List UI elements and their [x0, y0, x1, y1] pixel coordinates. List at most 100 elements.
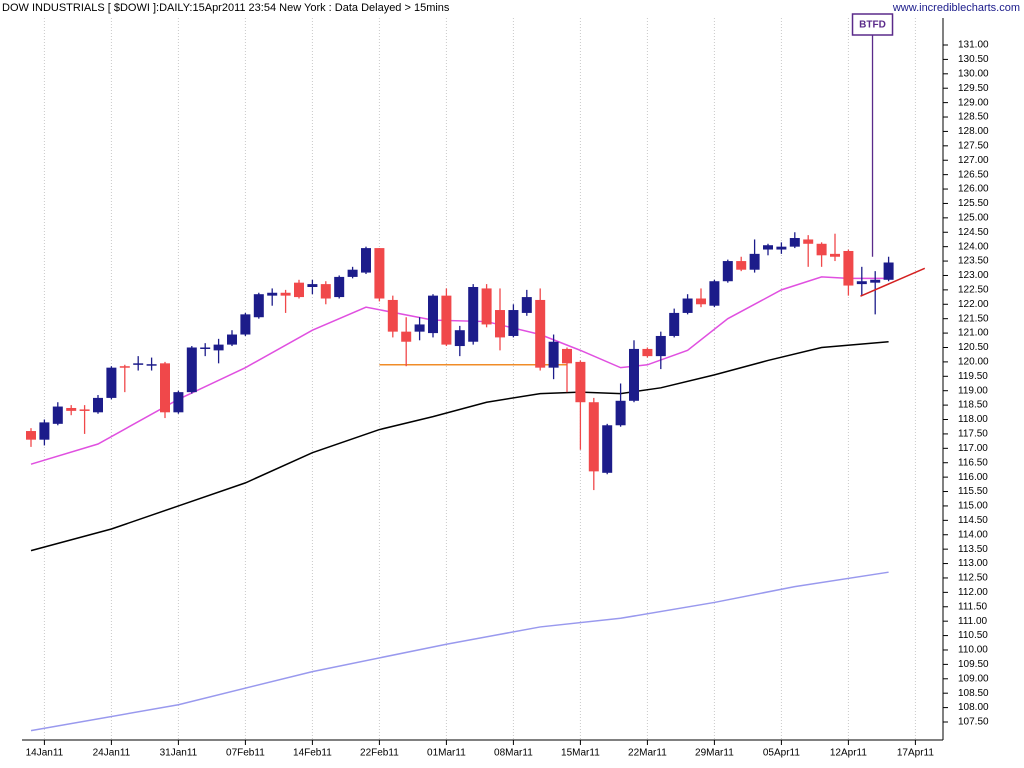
x-tick-label: 22Feb11 [360, 748, 399, 759]
candle-body [347, 269, 358, 277]
y-tick-label: 107.50 [958, 717, 989, 728]
y-tick-label: 110.00 [958, 645, 988, 656]
moving-average [30, 276, 889, 465]
y-tick-label: 120.00 [958, 357, 989, 368]
candle-body [682, 298, 693, 313]
candle-body [588, 402, 599, 472]
y-tick-label: 124.00 [958, 241, 989, 252]
x-tick-label: 08Mar11 [494, 748, 533, 759]
candle-body [843, 250, 854, 286]
y-tick-label: 121.50 [958, 313, 989, 324]
candle-body [79, 409, 90, 411]
candle-body [709, 281, 720, 306]
y-tick-label: 130.50 [958, 54, 989, 65]
candle-body [334, 276, 345, 298]
candle-body [696, 298, 706, 305]
y-tick-label: 130.00 [958, 68, 989, 79]
y-tick-label: 119.50 [958, 371, 988, 382]
callout-box [851, 13, 894, 36]
candle-body [213, 344, 224, 351]
candle-body [816, 243, 827, 256]
candle-body [521, 297, 532, 313]
y-tick-label: 129.50 [958, 83, 989, 94]
x-tick-label: 01Mar11 [427, 748, 466, 759]
y-tick-label: 112.50 [958, 573, 988, 584]
candle-body [736, 261, 747, 270]
candle-body [776, 246, 787, 250]
y-tick-label: 131.00 [958, 40, 989, 51]
candle-body [294, 282, 304, 298]
y-tick-label: 108.50 [958, 688, 989, 699]
candle-body [763, 245, 773, 250]
candle-body [200, 347, 211, 349]
candle-body [722, 261, 733, 282]
candle-body [119, 366, 130, 368]
candle-body [240, 314, 251, 335]
x-tick-label: 17Apr11 [897, 748, 935, 759]
candle-body [320, 284, 331, 299]
y-tick-label: 119.00 [958, 385, 988, 396]
y-tick-label: 120.50 [958, 342, 989, 353]
x-tick-label: 07Feb11 [226, 748, 265, 759]
moving-average [30, 571, 889, 732]
candle-body [655, 335, 666, 357]
candle-body [508, 310, 519, 336]
y-tick-label: 109.00 [958, 673, 989, 684]
candle-body [26, 431, 36, 440]
x-tick-label: 14Feb11 [293, 748, 332, 759]
y-tick-label: 109.50 [958, 659, 989, 670]
trend-line [860, 267, 926, 297]
x-tick-label: 31Jan11 [160, 748, 198, 759]
x-tick-label: 12Apr11 [830, 748, 868, 759]
y-tick-label: 117.50 [958, 429, 988, 440]
candle-body [454, 330, 465, 347]
y-tick-label: 114.50 [958, 515, 988, 526]
y-tick-label: 127.50 [958, 140, 989, 151]
candle-body [106, 367, 117, 398]
y-tick-label: 126.00 [958, 184, 989, 195]
x-tick-label: 15Mar11 [561, 748, 600, 759]
y-tick-label: 128.50 [958, 112, 989, 123]
x-tick-label: 24Jan11 [93, 748, 131, 759]
candle-body [267, 292, 278, 296]
candle-body [830, 253, 840, 257]
candle-body [789, 238, 800, 247]
y-tick-label: 113.50 [958, 544, 988, 555]
candle-body [160, 363, 170, 413]
y-tick-label: 122.00 [958, 299, 989, 310]
candle-body [66, 407, 77, 411]
candle-body [870, 279, 881, 283]
candle-body [468, 286, 479, 342]
candle-body [414, 324, 425, 332]
y-tick-label: 124.50 [958, 227, 989, 238]
candle-body [374, 248, 385, 299]
y-tick-label: 111.50 [958, 601, 988, 612]
candle-body [39, 422, 50, 440]
candle-body [401, 331, 412, 342]
candle-body [548, 341, 559, 368]
chart-title: DOW INDUSTRIALS [ $DOWI ]:DAILY:15Apr201… [2, 2, 450, 14]
candle-body [133, 363, 144, 365]
moving-average [30, 340, 889, 552]
candle-body [93, 397, 103, 413]
y-tick-label: 115.50 [958, 486, 988, 497]
candle-body [146, 364, 157, 366]
candle-body [361, 248, 371, 273]
candle-body [227, 334, 237, 345]
candle-body [173, 392, 184, 413]
y-tick-label: 114.00 [958, 529, 988, 540]
source: www.incrediblecharts.com [892, 2, 1020, 14]
candle-body [535, 299, 546, 368]
candle-body [803, 239, 814, 244]
y-tick-label: 113.00 [958, 558, 988, 569]
candle-body [575, 361, 586, 403]
y-tick-label: 118.00 [958, 414, 988, 425]
y-tick-label: 110.50 [958, 630, 988, 641]
candle-body [642, 348, 653, 357]
y-tick-label: 111.00 [958, 616, 988, 627]
candle-body [562, 348, 572, 364]
candle-body [186, 347, 197, 393]
candle-body [253, 294, 264, 318]
y-tick-label: 116.00 [958, 472, 988, 483]
